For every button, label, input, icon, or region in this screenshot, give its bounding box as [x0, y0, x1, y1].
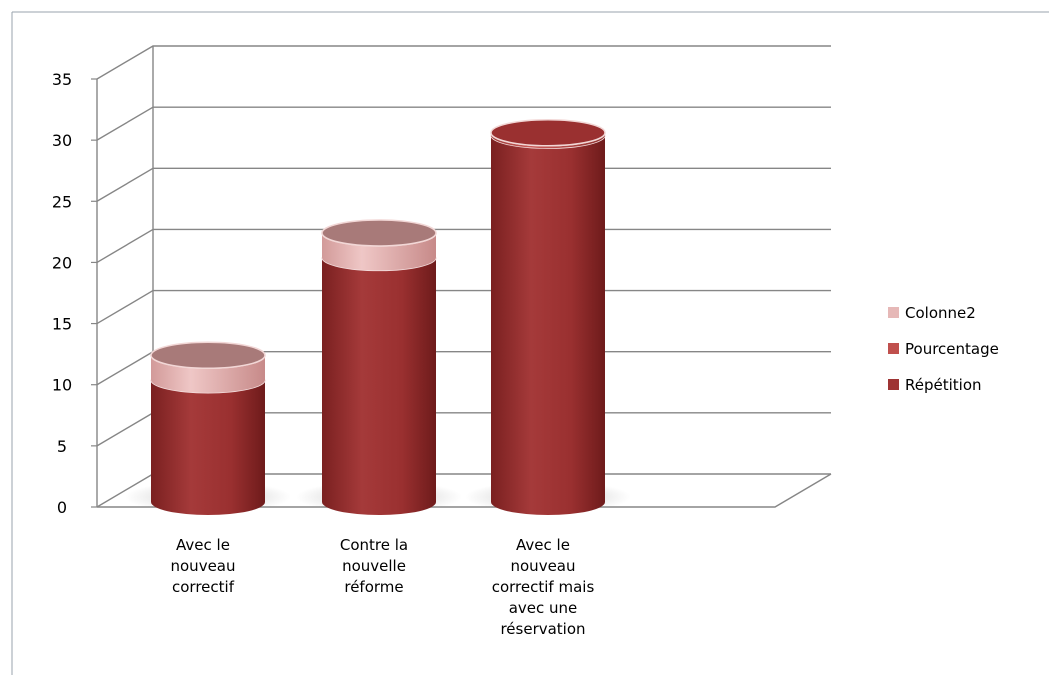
y-tick-label-0: 0: [57, 498, 67, 517]
gridline-15: [96, 289, 831, 325]
bar-group-1: [125, 341, 291, 515]
bar-top-cap: [490, 118, 606, 147]
legend-swatch-pourcentage: [888, 343, 899, 354]
legend-label-répétition: Répétition: [905, 376, 982, 394]
gridline-20: [96, 228, 831, 264]
legend-swatch-répétition: [888, 379, 899, 390]
bar-segment-répétition: [322, 257, 436, 515]
y-tick-label-10: 10: [52, 376, 72, 395]
x-category-line: nouveau: [171, 557, 236, 575]
x-category-label-2: Contre la nouvelle réforme: [340, 536, 408, 596]
gridline-25: [96, 167, 831, 202]
x-axis-labels: Avec le nouveau correctif Contre la nouvelle…: [171, 536, 595, 638]
window-frame: [11, 11, 1049, 675]
x-category-label-1: Avec le nouveau correctif: [171, 536, 236, 596]
legend: Colonne2 Pourcentage Répétition: [888, 304, 999, 394]
y-tick-label-15: 15: [52, 315, 72, 334]
x-category-line: nouvelle: [342, 557, 406, 575]
y-axis: 0 5 10 15 20 25 30 35: [52, 70, 98, 517]
legend-label-pourcentage: Pourcentage: [905, 340, 999, 358]
y-tick-label-30: 30: [52, 131, 72, 150]
x-category-line: réservation: [500, 620, 585, 638]
x-category-line: nouveau: [511, 557, 576, 575]
x-category-line: avec une: [509, 599, 578, 617]
bar-segment-colonne2: [322, 232, 436, 271]
bar-segment-colonne2: [151, 355, 265, 393]
legend-swatch-colonne2: [888, 307, 899, 318]
bar-group-2: [296, 219, 462, 515]
y-tick-label-35: 35: [52, 70, 72, 89]
bar-segment-répétition: [151, 379, 265, 515]
x-category-line: Avec le: [516, 536, 570, 554]
chart-bars: [125, 118, 631, 515]
bar-top-cap: [321, 219, 437, 247]
gridline-30: [96, 106, 831, 141]
bar-segment-répétition: [491, 135, 605, 515]
y-tick-label-20: 20: [52, 253, 72, 272]
x-category-line: Avec le: [176, 536, 230, 554]
gridline-35: [96, 45, 831, 80]
x-category-label-3: Avec le nouveau correctif mais avec une rése…: [492, 536, 595, 638]
bar-top-cap: [150, 341, 266, 370]
y-tick-label-5: 5: [57, 437, 67, 456]
legend-label-colonne2: Colonne2: [905, 304, 976, 322]
y-tick-label-25: 25: [52, 192, 72, 211]
x-category-line: Contre la: [340, 536, 408, 554]
x-category-line: réforme: [344, 578, 403, 596]
bar-group-3: [465, 118, 631, 515]
x-category-line: correctif: [172, 578, 235, 596]
x-category-line: correctif mais: [492, 578, 595, 596]
